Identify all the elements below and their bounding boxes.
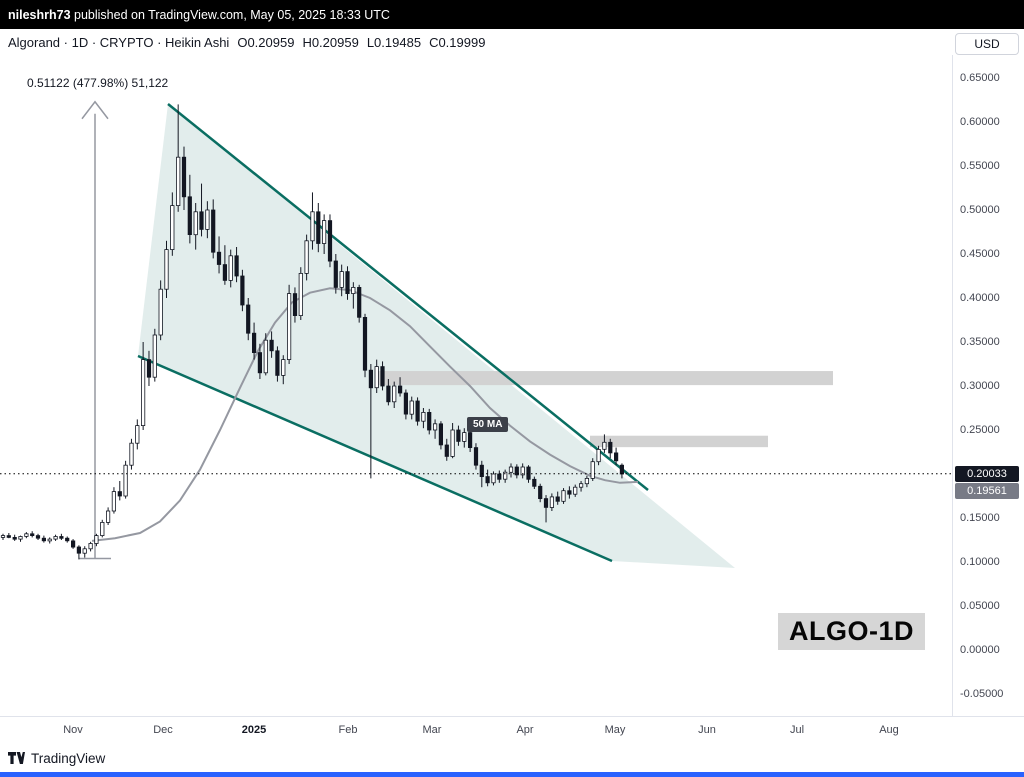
- publish-info-text: published on TradingView.com, May 05, 20…: [70, 7, 390, 22]
- price-axis-label: 0.35000: [960, 336, 1000, 348]
- ohlc-close: C0.19999: [429, 35, 486, 50]
- publisher-username: nileshrh73: [8, 7, 71, 22]
- price-axis-label: 0.65000: [960, 72, 1000, 84]
- price-axis-label: 0.10000: [960, 556, 1000, 568]
- time-axis-label: Dec: [153, 724, 173, 736]
- price-axis-label: 0.45000: [960, 248, 1000, 260]
- currency-toggle-button[interactable]: USD: [955, 33, 1019, 55]
- ohlc-low: L0.19485: [366, 35, 422, 50]
- measure-arrow-head: [81, 100, 109, 120]
- resistance-zone: [378, 371, 833, 386]
- tradingview-brand-text: TradingView: [31, 750, 106, 766]
- wedge-fill: [138, 104, 735, 568]
- ohlc-high: H0.20959: [302, 35, 359, 50]
- tradingview-logo-icon: [8, 752, 25, 764]
- time-axis[interactable]: Nov Dec 2025 Feb Mar Apr May Jun Jul Aug: [0, 716, 1024, 743]
- price-axis-label: 0.15000: [960, 512, 1000, 524]
- chart-watermark-label: ALGO-1D: [778, 613, 925, 650]
- ma-50-label: 50 MA: [467, 417, 509, 432]
- trendline: [137, 354, 613, 563]
- resistance-zone: [590, 435, 768, 448]
- price-axis-label: 0.00000: [960, 644, 1000, 656]
- time-axis-label: Feb: [338, 724, 358, 736]
- ohlc-open: O0.20959: [237, 35, 295, 50]
- time-axis-label: Nov: [63, 724, 83, 736]
- price-axis-label: 0.25000: [960, 424, 1000, 436]
- price-axis-label: 0.05000: [960, 600, 1000, 612]
- measure-tool-label: 0.51122 (477.98%) 51,122: [27, 76, 169, 90]
- time-axis-label: Apr: [516, 724, 534, 736]
- price-axis-label: 0.60000: [960, 116, 1000, 128]
- price-axis-label: 0.40000: [960, 292, 1000, 304]
- time-axis-label: Aug: [879, 724, 899, 736]
- symbol-title: Algorand · 1D · CRYPTO · Heikin Ashi: [8, 35, 230, 50]
- trendline: [167, 103, 649, 491]
- meta-bar: nileshrh73 published on TradingView.com,…: [0, 0, 1024, 29]
- secondary-price-tag: 0.19561: [955, 482, 1019, 499]
- price-axis-label: 0.55000: [960, 160, 1000, 172]
- chart-header: Algorand · 1D · CRYPTO · Heikin Ashi O0.…: [0, 29, 1024, 56]
- time-axis-label: Mar: [422, 724, 442, 736]
- price-axis-label: 0.50000: [960, 204, 1000, 216]
- price-axis-label: 0.30000: [960, 380, 1000, 392]
- bottom-accent-bar: [0, 772, 1024, 777]
- ma-50-line: [91, 287, 639, 542]
- price-axis[interactable]: 0.65000 0.60000 0.55000 0.50000 0.45000 0.400…: [952, 55, 1024, 716]
- ohlc-values: O0.20959 H0.20959 L0.19485 C0.19999: [229, 35, 485, 50]
- time-axis-label: Jul: [789, 724, 805, 736]
- tradingview-brand-link[interactable]: TradingView: [8, 749, 105, 767]
- time-axis-label: Jun: [698, 724, 716, 736]
- last-price-tag: 0.20033: [955, 465, 1019, 482]
- price-axis-label: -0.05000: [960, 688, 1004, 700]
- time-axis-label: 2025: [241, 724, 267, 736]
- time-axis-label: May: [604, 724, 626, 736]
